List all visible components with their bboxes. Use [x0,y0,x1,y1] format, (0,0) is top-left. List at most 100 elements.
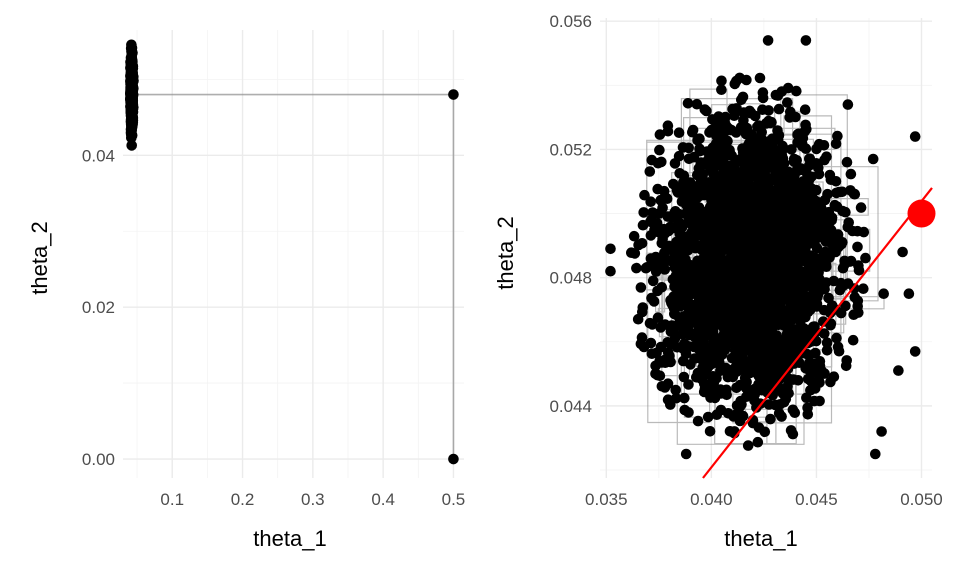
right-sample-point [757,104,768,115]
right-sample-point [743,275,755,287]
right-sample-point [744,105,755,117]
right-sample-point [674,301,686,312]
right-sample-point [821,345,833,356]
right-sample-point [751,198,762,210]
right-sample-point [772,125,783,136]
left-panel: 0.1 0.2 0.3 0.4 0.5 0.00 0.02 0.04 theta_1 thet… [27,30,465,551]
right-sample-point [763,269,774,281]
right-sample-point [749,383,761,395]
right-outlier-point [800,35,812,46]
left-sample-point [126,42,138,54]
right-sample-point [673,312,685,323]
right-sample-point [691,305,702,316]
right-sample-point [780,313,791,325]
right-sample-point [816,215,828,227]
right-sample-point [784,338,795,350]
right-reference-line-segment [702,187,933,479]
right-sample-point [711,409,723,421]
right-sample-point [746,361,758,373]
right-sample-point [799,104,811,115]
right-sample-point [712,187,724,199]
x-tick-label: 0.045 [795,490,838,509]
right-sample-point [770,147,782,158]
right-sample-point [803,214,815,225]
right-sample-point [688,189,700,200]
left-sample-point [126,97,137,109]
right-outlier-point [842,99,854,110]
right-sample-point [638,207,649,218]
right-outlier-point [903,288,915,300]
right-sample-point [712,128,723,140]
right-sample-point [736,94,747,106]
right-sample-point [714,352,725,363]
right-sample-point [799,308,811,319]
left-sample-point [126,83,138,95]
right-sample-point [825,319,836,331]
right-panel: 0.035 0.040 0.045 0.050 0.044 0.048 0.052 0.056… [493,12,943,551]
right-sample-point [789,228,800,239]
right-sample-point [804,153,815,164]
right-outlier-point [878,288,889,300]
left-sample-point [126,72,138,83]
right-sample-point [768,292,780,304]
right-sample-point [683,142,694,154]
right-sample-point [769,162,781,174]
right-sample-point [670,384,681,396]
right-sample-point [683,379,694,390]
right-sample-point [671,342,683,353]
right-sample-point [795,187,807,198]
right-sample-point [712,310,723,322]
right-sample-point [813,374,825,386]
right-sample-point [656,195,667,207]
right-sample-point [721,273,732,285]
left-path [132,93,455,460]
right-sample-point [654,144,665,156]
right-outlier-point [876,426,887,437]
right-sample-point [738,176,749,187]
right-sample-point [821,261,832,273]
y-tick-label: 0.056 [549,12,592,31]
right-outlier-point [893,365,904,376]
left-grid [123,30,464,478]
right-sample-point [711,150,722,161]
right-sample-point [760,165,771,176]
right-sample-point [739,313,750,324]
right-sample-point [756,354,768,366]
right-sample-point [650,253,661,265]
right-sample-point [727,310,739,321]
right-sample-point [740,340,752,352]
right-sample-point [798,176,809,187]
right-ticks: 0.035 0.040 0.045 0.050 0.044 0.048 0.052 0.056 [549,12,942,509]
right-sample-point [810,347,821,359]
right-sample-point [767,380,778,391]
right-sample-point [821,337,833,349]
right-sample-point [754,72,766,84]
right-sample-point [692,415,704,427]
right-sample-point [698,315,709,326]
right-sample-point [659,264,671,275]
right-sample-point [647,275,659,287]
right-sample-point [757,92,769,104]
right-sample-point [774,219,786,230]
right-sample-point [787,255,798,266]
right-sample-point [833,345,845,357]
right-sample-point [645,230,657,241]
right-sample-point [754,216,765,227]
right-sample-point [822,235,833,246]
right-sample-point [692,135,703,146]
left-sample-point [126,64,137,75]
left-start-point [448,89,459,100]
right-sample-point [701,326,712,337]
right-sample-point [801,167,812,178]
right-sample-point [682,98,694,109]
right-sample-point [727,103,738,115]
right-sample-point [677,266,688,277]
right-sample-point [710,237,721,248]
right-sample-point [787,404,799,416]
right-sample-point [831,236,842,248]
right-sample-point [673,280,684,291]
right-sample-point [753,208,764,219]
right-sample-point [787,202,799,213]
right-sample-point [852,241,863,253]
right-sample-point [845,185,856,196]
